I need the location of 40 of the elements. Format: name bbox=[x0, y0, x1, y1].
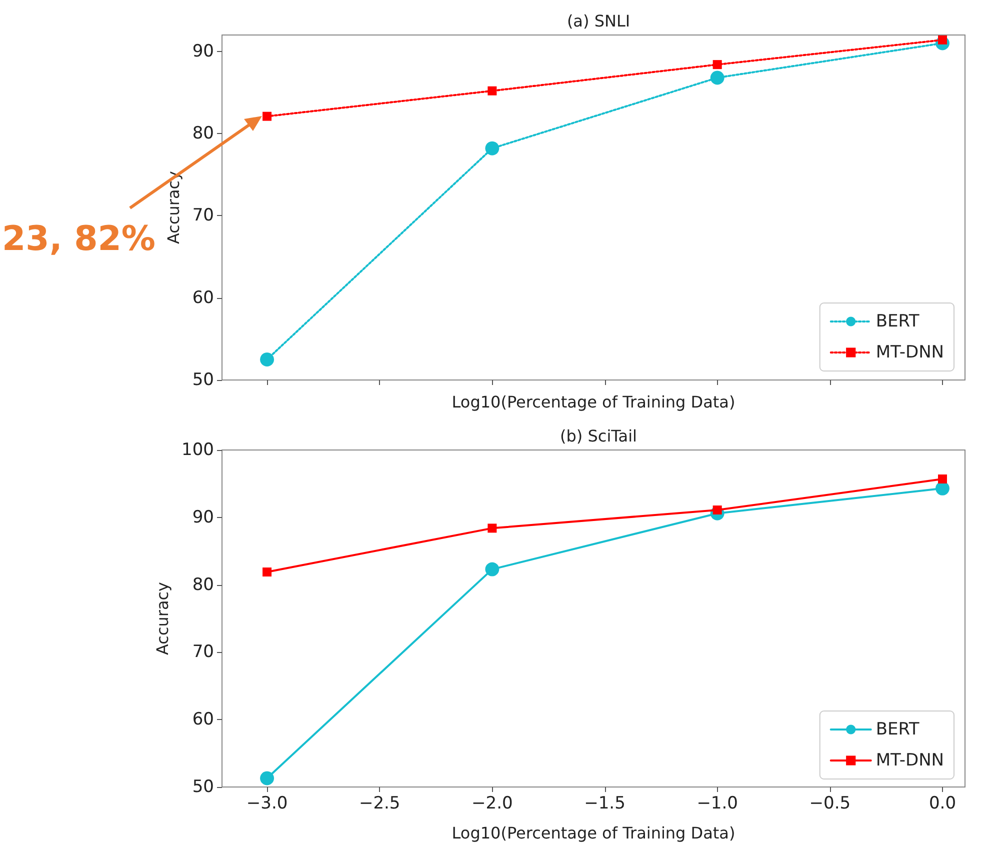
point bbox=[262, 112, 272, 121]
x-tick-label: −1.0 bbox=[696, 794, 738, 814]
legend-label: BERT bbox=[876, 720, 920, 740]
y-tick-label: 80 bbox=[192, 574, 214, 595]
y-tick-label: 90 bbox=[192, 507, 214, 528]
x-tick-label: −1.5 bbox=[584, 794, 626, 814]
y-tick-label: 100 bbox=[182, 440, 214, 460]
y-tick-label: 50 bbox=[192, 777, 214, 797]
x-axis-title: Log10(Percentage of Training Data) bbox=[452, 824, 736, 842]
legend-label: MT-DNN bbox=[876, 750, 944, 770]
point bbox=[712, 60, 722, 70]
legend-label: MT-DNN bbox=[876, 342, 944, 362]
y-axis-title: Accuracy bbox=[153, 582, 172, 656]
point bbox=[262, 567, 272, 576]
x-tick-label: −0.5 bbox=[809, 794, 851, 814]
y-tick-label: 70 bbox=[192, 642, 214, 662]
point bbox=[485, 562, 500, 576]
y-tick-label: 60 bbox=[192, 710, 214, 730]
x-axis-title: Log10(Percentage of Training Data) bbox=[452, 392, 736, 412]
point bbox=[938, 474, 947, 484]
point bbox=[488, 524, 497, 533]
y-tick-label: 70 bbox=[192, 206, 214, 226]
point bbox=[936, 481, 950, 496]
point bbox=[485, 141, 500, 156]
point bbox=[260, 352, 274, 366]
point bbox=[710, 70, 724, 85]
legend-label: BERT bbox=[876, 312, 920, 332]
chart-title: (a) SNLI bbox=[566, 12, 630, 30]
y-tick-label: 50 bbox=[192, 370, 214, 390]
chart-title: (b) SciTail bbox=[560, 426, 637, 446]
x-tick-label: −2.5 bbox=[358, 794, 400, 814]
text: 23, 82% bbox=[2, 219, 156, 259]
point bbox=[488, 86, 497, 96]
y-tick-label: 80 bbox=[192, 124, 214, 144]
x-tick-label: −3.0 bbox=[246, 794, 288, 814]
y-tick-label: 60 bbox=[192, 288, 214, 308]
point bbox=[260, 771, 274, 786]
y-tick-label: 90 bbox=[192, 41, 214, 62]
x-tick-label: −2.0 bbox=[472, 794, 513, 814]
x-tick-label: 0.0 bbox=[928, 794, 956, 814]
